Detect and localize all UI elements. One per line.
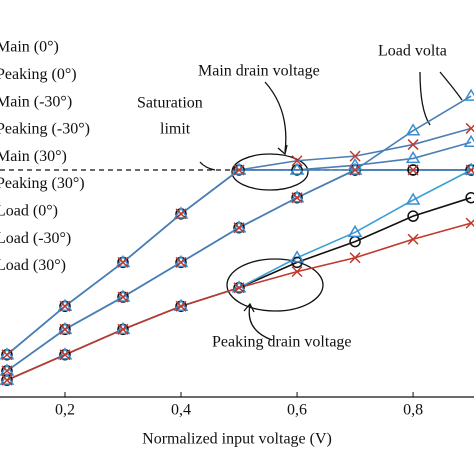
point <box>405 123 421 136</box>
point <box>349 150 361 162</box>
annotation: Main drain voltage <box>198 63 320 80</box>
point <box>57 321 73 335</box>
annotation: Load volta <box>378 43 447 60</box>
legend-label: Peaking (-30°) <box>0 121 90 138</box>
x-tick-label: 0,8 <box>403 402 423 419</box>
point <box>463 134 474 148</box>
point <box>231 162 247 175</box>
annotation: Saturation <box>137 95 203 112</box>
point <box>231 280 247 293</box>
point <box>289 162 305 175</box>
point <box>57 298 73 311</box>
legend-label: Load (-30°) <box>0 230 71 247</box>
point <box>289 250 305 263</box>
load-arrow2 <box>439 71 463 101</box>
legend-label: Main (-30°) <box>0 93 72 110</box>
legend-label: Peaking (0°) <box>0 66 77 83</box>
point <box>407 233 419 245</box>
point <box>291 192 303 204</box>
point <box>59 323 71 335</box>
point <box>349 252 361 264</box>
point <box>407 210 419 222</box>
point <box>117 323 129 335</box>
point <box>407 139 419 151</box>
annotation: limit <box>160 121 191 138</box>
main-arrowhead <box>277 144 288 156</box>
peaking-arrow <box>248 304 273 341</box>
x-tick-label: 0,6 <box>287 402 307 419</box>
point <box>0 347 15 360</box>
point <box>405 192 421 205</box>
point <box>175 208 187 220</box>
series-line <box>6 196 472 381</box>
point <box>115 321 131 335</box>
point <box>291 266 303 278</box>
point <box>349 164 361 176</box>
peaking-ellipse <box>226 258 324 312</box>
point <box>463 88 474 101</box>
point <box>407 164 419 176</box>
point <box>173 298 189 311</box>
point <box>1 365 13 377</box>
point <box>117 291 129 303</box>
point <box>291 155 303 167</box>
legend-label: Load (0°) <box>0 202 58 219</box>
legend-label: Peaking (30°) <box>0 175 85 192</box>
main-ellipse <box>231 153 309 191</box>
point <box>1 374 13 386</box>
point <box>115 289 131 302</box>
annotation: Peaking drain voltage <box>212 334 352 351</box>
point <box>1 349 13 361</box>
point <box>57 347 73 360</box>
point <box>0 372 15 385</box>
point <box>173 206 189 219</box>
point <box>233 222 245 234</box>
point <box>465 122 474 134</box>
legend-label: Main (30°) <box>0 148 67 165</box>
main-arrow <box>264 81 287 153</box>
x-tick-label: 0,2 <box>55 402 75 419</box>
point <box>465 217 474 229</box>
point <box>175 256 187 268</box>
legend-label: Main (0°) <box>0 39 59 56</box>
point <box>233 164 245 176</box>
series-line <box>6 169 472 356</box>
point <box>175 300 187 312</box>
point <box>463 162 474 175</box>
point <box>233 282 245 294</box>
point <box>59 300 71 312</box>
peaking-arrowhead <box>243 302 255 313</box>
series-line <box>6 127 472 356</box>
point <box>173 254 189 268</box>
point <box>347 224 363 238</box>
point <box>347 162 363 175</box>
sat-arrow <box>199 161 216 171</box>
legend-label: Load (30°) <box>0 257 66 274</box>
point <box>407 164 419 176</box>
point <box>115 254 131 268</box>
x-tick-label: 0,4 <box>171 402 191 419</box>
point <box>59 349 71 361</box>
point <box>465 191 474 204</box>
x-axis-label: Normalized input voltage (V) <box>142 431 332 448</box>
point <box>231 220 247 233</box>
load-arrow <box>419 71 431 126</box>
point <box>117 256 129 268</box>
point <box>405 150 421 164</box>
point <box>289 190 305 203</box>
